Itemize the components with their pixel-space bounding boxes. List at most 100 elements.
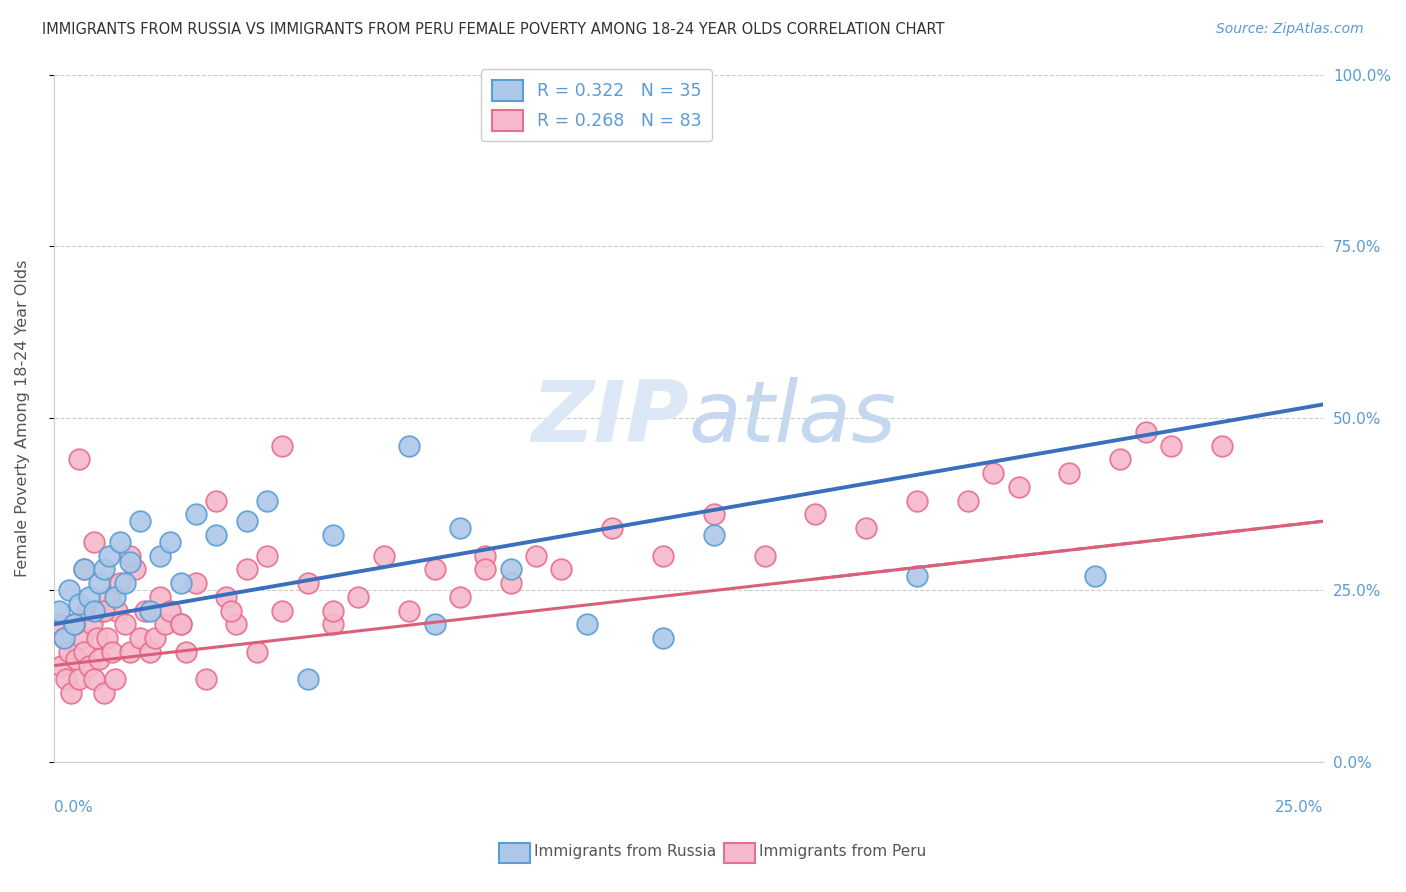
Text: IMMIGRANTS FROM RUSSIA VS IMMIGRANTS FROM PERU FEMALE POVERTY AMONG 18-24 YEAR O: IMMIGRANTS FROM RUSSIA VS IMMIGRANTS FRO…: [42, 22, 945, 37]
Point: [235, 514, 257, 528]
Point: [221, 604, 243, 618]
Point: [118, 645, 141, 659]
Point: [51, 658, 73, 673]
Point: [129, 514, 152, 528]
Point: [114, 576, 136, 591]
Point: [169, 576, 191, 591]
Point: [108, 576, 131, 591]
Point: [63, 617, 86, 632]
Point: [159, 534, 181, 549]
Point: [114, 617, 136, 632]
Text: Immigrants from Russia: Immigrants from Russia: [534, 845, 717, 859]
Point: [184, 576, 207, 591]
Point: [754, 549, 776, 563]
Point: [73, 562, 96, 576]
Point: [169, 617, 191, 632]
Point: [1160, 439, 1182, 453]
Point: [155, 617, 177, 632]
Point: [205, 493, 228, 508]
Point: [48, 617, 70, 632]
Point: [256, 493, 278, 508]
Point: [1135, 425, 1157, 439]
Point: [271, 604, 294, 618]
Y-axis label: Female Poverty Among 18-24 Year Olds: Female Poverty Among 18-24 Year Olds: [15, 260, 30, 577]
Point: [1084, 569, 1107, 583]
Point: [1211, 439, 1233, 453]
Text: 25.0%: 25.0%: [1275, 799, 1323, 814]
Point: [89, 576, 111, 591]
Legend: R = 0.322   N = 35, R = 0.268   N = 83: R = 0.322 N = 35, R = 0.268 N = 83: [481, 70, 711, 141]
Point: [600, 521, 623, 535]
Point: [184, 508, 207, 522]
Point: [143, 631, 166, 645]
Point: [93, 562, 115, 576]
Point: [225, 617, 247, 632]
Point: [246, 645, 269, 659]
Point: [499, 562, 522, 576]
Text: 0.0%: 0.0%: [53, 799, 93, 814]
Point: [956, 493, 979, 508]
Point: [52, 631, 75, 645]
Point: [63, 617, 86, 632]
Point: [89, 651, 111, 665]
Point: [449, 590, 471, 604]
Point: [103, 590, 125, 604]
Point: [139, 604, 162, 618]
Point: [981, 466, 1004, 480]
Point: [48, 604, 70, 618]
Point: [118, 549, 141, 563]
Point: [73, 562, 96, 576]
Text: atlas: atlas: [689, 376, 897, 459]
Point: [63, 617, 86, 632]
Point: [1059, 466, 1081, 480]
Point: [423, 617, 446, 632]
Point: [235, 562, 257, 576]
Point: [76, 604, 98, 618]
Point: [124, 562, 146, 576]
Point: [149, 549, 172, 563]
Point: [67, 452, 90, 467]
Point: [215, 590, 238, 604]
Point: [98, 549, 121, 563]
Point: [67, 673, 90, 687]
Point: [855, 521, 877, 535]
Text: Source: ZipAtlas.com: Source: ZipAtlas.com: [1216, 22, 1364, 37]
Point: [83, 604, 105, 618]
Point: [322, 528, 344, 542]
Point: [474, 562, 496, 576]
Point: [322, 604, 344, 618]
Point: [169, 617, 191, 632]
Point: [194, 673, 217, 687]
Point: [90, 604, 112, 618]
Point: [70, 631, 93, 645]
Point: [1109, 452, 1132, 467]
Point: [905, 493, 928, 508]
Point: [149, 590, 172, 604]
Point: [98, 590, 121, 604]
Point: [60, 686, 83, 700]
Point: [297, 576, 319, 591]
Point: [398, 604, 420, 618]
Point: [159, 604, 181, 618]
Point: [93, 604, 115, 618]
Point: [58, 645, 80, 659]
Point: [652, 549, 675, 563]
Point: [474, 549, 496, 563]
Point: [271, 439, 294, 453]
Point: [77, 658, 100, 673]
Point: [703, 528, 725, 542]
Point: [96, 631, 118, 645]
Text: ZIP: ZIP: [531, 376, 689, 459]
Point: [83, 673, 105, 687]
Point: [575, 617, 598, 632]
Point: [65, 651, 87, 665]
Point: [101, 645, 124, 659]
Point: [93, 686, 115, 700]
Point: [52, 631, 75, 645]
Point: [398, 439, 420, 453]
Point: [139, 645, 162, 659]
Point: [86, 631, 108, 645]
Point: [347, 590, 370, 604]
Point: [1007, 480, 1029, 494]
Point: [80, 617, 103, 632]
